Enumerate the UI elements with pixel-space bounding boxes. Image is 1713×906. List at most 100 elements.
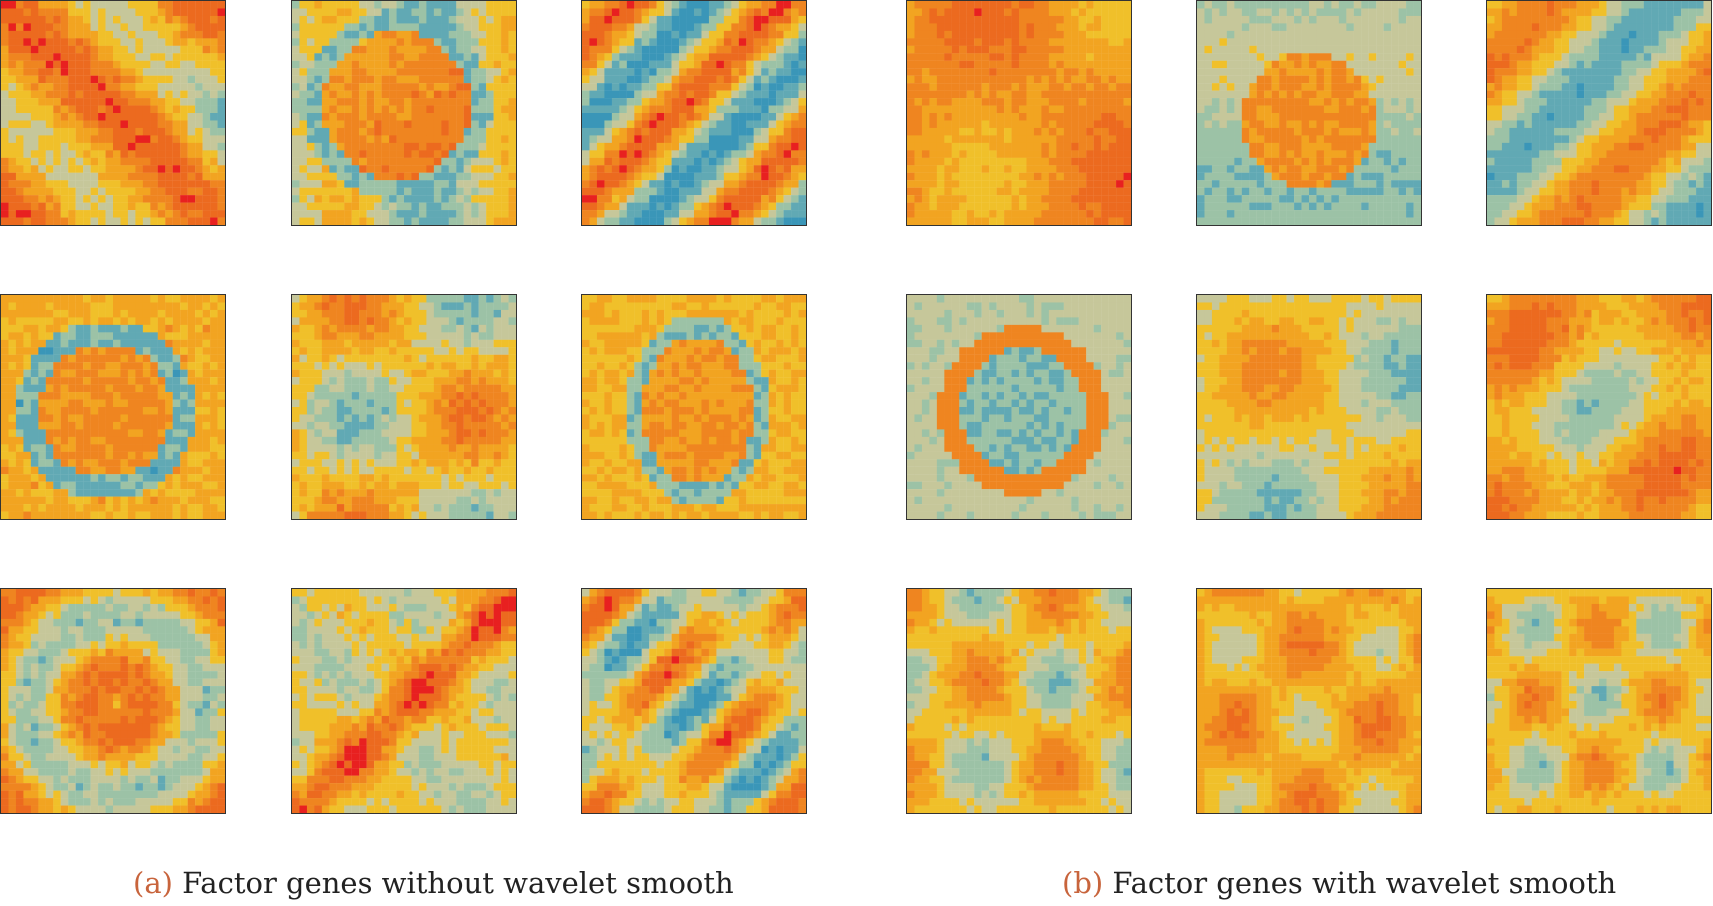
heatmap-cell <box>83 8 91 17</box>
heatmap-cell <box>359 481 367 490</box>
heatmap-cell <box>75 23 84 32</box>
heatmap-cell <box>694 53 702 61</box>
heatmap-cell <box>45 90 54 99</box>
heatmap-cell <box>463 135 472 144</box>
heatmap-cell <box>596 75 605 84</box>
heatmap-cell <box>45 127 54 136</box>
heatmap-cell <box>634 295 642 303</box>
heatmap-cell <box>664 15 672 24</box>
heatmap-cell <box>664 1 672 9</box>
heatmap-cell <box>217 504 225 512</box>
heatmap-cell <box>768 105 777 114</box>
heatmap-cell <box>761 150 769 158</box>
heatmap-cell <box>157 120 166 129</box>
heatmap-cell <box>448 392 457 400</box>
heatmap-cell <box>127 362 136 370</box>
heatmap-cell <box>60 8 69 17</box>
heatmap-cell <box>671 302 680 311</box>
heatmap-cell <box>150 444 158 452</box>
heatmap-cell <box>314 1 323 9</box>
heatmap-cell <box>336 324 345 333</box>
heatmap-cell <box>351 504 360 512</box>
heatmap-cell <box>761 38 769 46</box>
heatmap-cell <box>671 60 680 69</box>
heatmap-cell <box>195 339 203 348</box>
heatmap-cell <box>135 23 144 32</box>
heatmap-cell <box>90 332 99 340</box>
heatmap-cell <box>113 165 121 173</box>
heatmap-cell <box>463 347 472 355</box>
heatmap-cell <box>30 302 39 311</box>
heatmap-cell <box>195 324 203 333</box>
heatmap-cell <box>641 98 650 106</box>
heatmap-cell <box>374 53 382 61</box>
heatmap-cell <box>53 399 61 408</box>
heatmap-cell <box>723 15 732 24</box>
heatmap-cell <box>596 399 605 408</box>
heatmap-cell <box>508 407 516 415</box>
heatmap-cell <box>195 1 203 9</box>
heatmap-cell <box>701 195 710 203</box>
heatmap-cell <box>716 75 725 84</box>
heatmap-cell <box>671 309 680 318</box>
heatmap-cell <box>441 172 449 181</box>
heatmap-cell <box>753 210 762 218</box>
heatmap-cell <box>60 384 69 393</box>
heatmap-cell <box>486 98 494 106</box>
heatmap-cell <box>142 172 151 181</box>
heatmap-cell <box>761 324 769 333</box>
heatmap-cell <box>292 83 300 91</box>
heatmap-cell <box>396 75 405 84</box>
heatmap-cell <box>404 332 412 340</box>
heatmap-cell <box>210 8 218 17</box>
heatmap-cell <box>374 354 382 363</box>
heatmap-cell <box>366 172 375 181</box>
heatmap-cell <box>486 399 494 408</box>
heatmap-cell <box>426 347 435 355</box>
heatmap-cell <box>389 377 397 385</box>
heatmap-cell <box>723 23 732 32</box>
heatmap-cell <box>306 481 315 490</box>
heatmap-cell <box>172 504 181 512</box>
heatmap-cell <box>463 369 472 378</box>
heatmap-cell <box>180 83 188 91</box>
heatmap-cell <box>604 135 613 144</box>
heatmap-cell <box>471 53 479 61</box>
heatmap-cell <box>180 90 188 99</box>
heatmap-cell <box>120 127 129 136</box>
heatmap-cell <box>433 202 442 211</box>
heatmap-cell <box>486 302 494 311</box>
heatmap-cell <box>753 68 762 76</box>
heatmap-cell <box>329 165 337 173</box>
heatmap-cell <box>701 362 710 370</box>
heatmap-cell <box>508 210 516 218</box>
heatmap-cell <box>701 384 710 393</box>
heatmap-cell <box>501 157 509 166</box>
heatmap-cell <box>157 45 166 54</box>
heatmap-cell <box>90 210 99 218</box>
heatmap-cell <box>731 324 739 333</box>
heatmap-cell <box>701 217 710 225</box>
heatmap-cell <box>582 150 590 158</box>
heatmap-cell <box>172 135 181 144</box>
heatmap-cell <box>589 157 598 166</box>
heatmap-cell <box>23 135 32 144</box>
heatmap-cell <box>60 436 69 445</box>
heatmap-cell <box>292 295 300 303</box>
heatmap-cell <box>53 407 61 415</box>
heatmap-cell <box>45 399 54 408</box>
heatmap-cell <box>738 377 747 385</box>
heatmap-cell <box>798 75 806 84</box>
heatmap-cell <box>172 392 181 400</box>
heatmap-cell <box>142 496 151 505</box>
heatmap-cell <box>456 127 464 136</box>
heatmap-cell <box>30 317 39 326</box>
heatmap-cell <box>649 127 657 136</box>
heatmap-cell <box>433 481 442 490</box>
heatmap-cell <box>53 75 61 84</box>
heatmap-cell <box>83 317 91 326</box>
heatmap-cell <box>486 384 494 393</box>
heatmap-cell <box>135 354 144 363</box>
heatmap-cell <box>98 53 106 61</box>
heatmap-cell <box>374 142 382 151</box>
